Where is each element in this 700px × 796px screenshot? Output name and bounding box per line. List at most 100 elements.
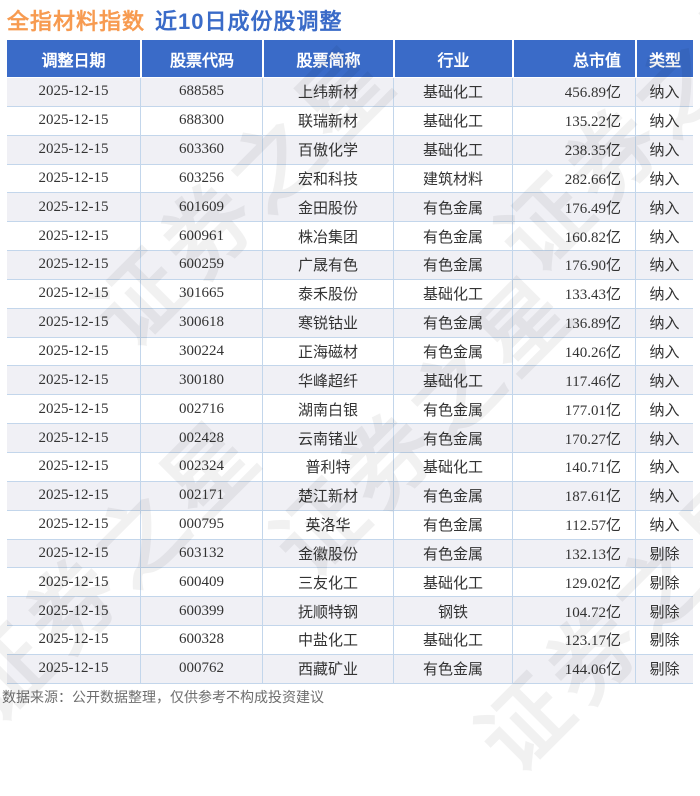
cell-stock-name: 英洛华 (262, 510, 393, 539)
table-row: 2025-12-15 688585 上纬新材 基础化工 456.89亿 纳入 (7, 77, 693, 106)
cell-industry: 基础化工 (393, 135, 512, 164)
cell-adjust-date: 2025-12-15 (38, 343, 109, 360)
cell-adjust-date: 2025-12-15 (38, 458, 109, 475)
cell-stock-code: 603360 (140, 135, 262, 164)
table-row: 2025-12-15 600961 株冶集团 有色金属 160.82亿 纳入 (7, 221, 693, 251)
cell-market-cap: 187.61亿 (512, 481, 635, 510)
cell-stock-name: 普利特 (262, 452, 393, 481)
cell-type: 剔除 (635, 568, 693, 597)
cell-adjust-date: 2025-12-15 (38, 256, 109, 273)
table-row: 2025-12-15 002428 云南锗业 有色金属 170.27亿 纳入 (7, 423, 693, 452)
cell-type: 纳入 (635, 251, 693, 279)
cell-adjust-date: 2025-12-15 (38, 516, 109, 533)
data-source-disclaimer: 数据来源：公开数据整理，仅供参考不构成投资建议 (2, 689, 324, 705)
cell-type: 纳入 (635, 308, 693, 337)
cell-stock-name: 百傲化学 (262, 135, 393, 164)
cell-type: 纳入 (635, 78, 693, 106)
table-row: 2025-12-15 600259 广晟有色 有色金属 176.90亿 纳入 (7, 250, 693, 279)
cell-stock-code: 600328 (140, 626, 262, 654)
cell-type: 剔除 (635, 654, 693, 683)
cell-adjust-date: 2025-12-15 (38, 198, 109, 215)
cell-stock-code: 300224 (140, 337, 262, 366)
cell-industry: 基础化工 (393, 366, 512, 395)
table-row: 2025-12-15 600409 三友化工 基础化工 129.02亿 剔除 (7, 567, 693, 597)
cell-industry: 有色金属 (393, 424, 512, 452)
cell-stock-name: 抚顺特钢 (262, 597, 393, 626)
cell-industry: 有色金属 (393, 539, 512, 568)
cell-stock-name: 云南锗业 (262, 424, 393, 452)
cell-adjust-date: 2025-12-15 (38, 487, 109, 504)
cell-adjust-date: 2025-12-15 (38, 400, 109, 417)
table-row: 2025-12-15 603256 宏和科技 建筑材料 282.66亿 纳入 (7, 163, 693, 193)
table-row: 2025-12-15 601609 金田股份 有色金属 176.49亿 纳入 (7, 192, 693, 222)
cell-stock-code: 000762 (140, 654, 262, 683)
cell-market-cap: 238.35亿 (512, 135, 635, 164)
cell-stock-name: 联瑞新材 (262, 106, 393, 135)
cell-adjust-date: 2025-12-15 (38, 314, 109, 331)
cell-industry: 基础化工 (393, 279, 512, 308)
table-row: 2025-12-15 603360 百傲化学 基础化工 238.35亿 纳入 (7, 134, 693, 164)
cell-stock-code: 603256 (140, 164, 262, 193)
cell-industry: 有色金属 (393, 481, 512, 510)
cell-stock-code: 300180 (140, 366, 262, 395)
cell-industry: 有色金属 (393, 222, 512, 251)
cell-stock-code: 002324 (140, 452, 262, 481)
cell-market-cap: 112.57亿 (512, 510, 635, 539)
cell-market-cap: 104.72亿 (512, 597, 635, 626)
table-row: 2025-12-15 300224 正海磁材 有色金属 140.26亿 纳入 (7, 336, 693, 366)
cell-type: 剔除 (635, 597, 693, 626)
cell-stock-name: 广晟有色 (262, 251, 393, 279)
cell-stock-name: 寒锐钴业 (262, 308, 393, 337)
table-row: 2025-12-15 600328 中盐化工 基础化工 123.17亿 剔除 (7, 625, 693, 654)
cell-industry: 有色金属 (393, 510, 512, 539)
cell-market-cap: 176.90亿 (512, 251, 635, 279)
cell-stock-code: 600259 (140, 251, 262, 279)
cell-adjust-date: 2025-12-15 (38, 227, 109, 244)
cell-adjust-date: 2025-12-15 (38, 660, 109, 677)
column-header-stock-code: 股票代码 (140, 40, 262, 77)
cell-industry: 基础化工 (393, 106, 512, 135)
cell-stock-name: 中盐化工 (262, 626, 393, 654)
cell-industry: 有色金属 (393, 337, 512, 366)
index-name-title: 全指材料指数 (7, 9, 146, 34)
cell-stock-name: 金田股份 (262, 193, 393, 222)
cell-stock-name: 正海磁材 (262, 337, 393, 366)
cell-stock-name: 上纬新材 (262, 78, 393, 106)
cell-industry: 有色金属 (393, 193, 512, 222)
cell-market-cap: 176.49亿 (512, 193, 635, 222)
cell-type: 纳入 (635, 135, 693, 164)
cell-stock-name: 株冶集团 (262, 222, 393, 251)
cell-market-cap: 129.02亿 (512, 568, 635, 597)
cell-market-cap: 136.89亿 (512, 308, 635, 337)
table-row: 2025-12-15 002716 湖南白银 有色金属 177.01亿 纳入 (7, 394, 693, 424)
cell-stock-code: 601609 (140, 193, 262, 222)
cell-stock-code: 688585 (140, 78, 262, 106)
table-row: 2025-12-15 300618 寒锐钴业 有色金属 136.89亿 纳入 (7, 307, 693, 337)
cell-industry: 有色金属 (393, 395, 512, 424)
cell-type: 纳入 (635, 337, 693, 366)
cell-stock-name: 金徽股份 (262, 539, 393, 568)
cell-market-cap: 144.06亿 (512, 654, 635, 683)
cell-type: 纳入 (635, 395, 693, 424)
cell-industry: 有色金属 (393, 654, 512, 683)
cell-industry: 钢铁 (393, 597, 512, 626)
cell-market-cap: 140.71亿 (512, 452, 635, 481)
cell-stock-code: 600399 (140, 597, 262, 626)
cell-market-cap: 133.43亿 (512, 279, 635, 308)
cell-adjust-date: 2025-12-15 (38, 602, 109, 619)
cell-type: 纳入 (635, 164, 693, 193)
cell-stock-code: 300618 (140, 308, 262, 337)
constituent-adjustment-table: 调整日期 股票代码 股票简称 行业 总市值 类型 2025-12-15 6885… (7, 40, 693, 684)
cell-adjust-date: 2025-12-15 (38, 573, 109, 590)
page-title: 全指材料指数 近10日成份股调整 (7, 4, 343, 36)
cell-adjust-date: 2025-12-15 (38, 544, 109, 561)
cell-market-cap: 160.82亿 (512, 222, 635, 251)
table-row: 2025-12-15 688300 联瑞新材 基础化工 135.22亿 纳入 (7, 105, 693, 135)
cell-stock-code: 600409 (140, 568, 262, 597)
subtitle-adjustment: 近10日成份股调整 (155, 9, 343, 34)
cell-stock-code: 000795 (140, 510, 262, 539)
cell-market-cap: 140.26亿 (512, 337, 635, 366)
table-row: 2025-12-15 300180 华峰超纤 基础化工 117.46亿 纳入 (7, 365, 693, 395)
table-row: 2025-12-15 000795 英洛华 有色金属 112.57亿 纳入 (7, 509, 693, 539)
cell-market-cap: 123.17亿 (512, 626, 635, 654)
